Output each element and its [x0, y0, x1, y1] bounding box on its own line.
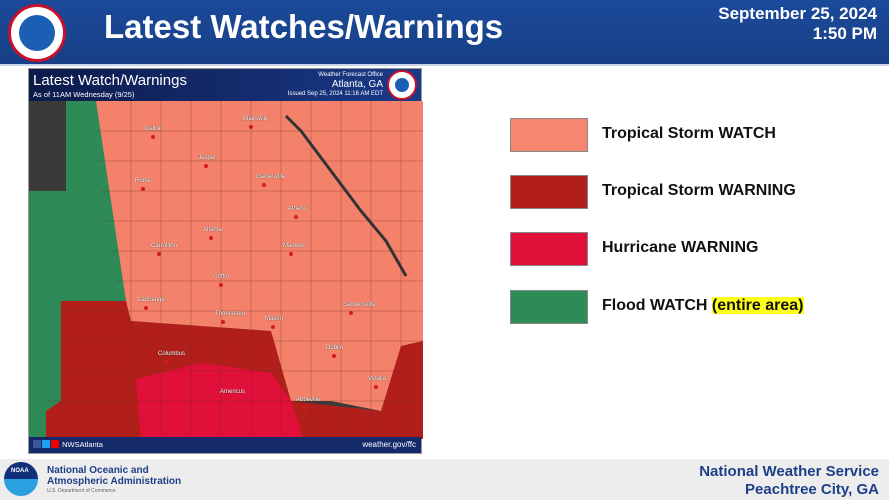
legend-label: Tropical Storm WATCH: [602, 125, 776, 142]
legend-hurricane-warning: Hurricane WARNING: [510, 232, 889, 266]
city-dot: [219, 283, 223, 287]
city-dot: [332, 354, 336, 358]
city-dot: [204, 164, 208, 168]
city-dot: [349, 311, 353, 315]
city-dot: [221, 320, 225, 324]
nws-location: Peachtree City, GA: [745, 481, 879, 498]
city-dot: [164, 360, 168, 364]
legend-ts-warning: Tropical Storm WARNING: [510, 175, 889, 209]
city-dot: [157, 252, 161, 256]
noaa-line1: National Oceanic and: [47, 465, 149, 476]
city-label: Rome: [135, 178, 152, 184]
city-label: Dublin: [326, 345, 344, 351]
map-regions: [29, 101, 423, 439]
page-title: Latest Watches/Warnings: [104, 8, 504, 45]
city-label: Columbus: [158, 351, 186, 357]
city-dot: [151, 135, 155, 139]
flood-watch-region: [29, 101, 126, 439]
website-link[interactable]: weather.gov/ffc: [362, 440, 416, 449]
city-label: Macon: [265, 316, 284, 322]
header-bar: Latest Watches/Warnings September 25, 20…: [0, 0, 889, 66]
legend-label-wrap: Flood WATCH (entire area): [602, 297, 804, 315]
social-links[interactable]: NWSAtlanta: [33, 440, 103, 449]
city-dot: [226, 398, 230, 402]
city-dot: [289, 252, 293, 256]
date: September 25, 2024: [718, 4, 877, 23]
city-label: LaGrange: [138, 297, 165, 303]
city-label: Carrollton: [151, 243, 178, 249]
time: 1:50 PM: [812, 24, 877, 43]
legend-highlight: (entire area): [711, 297, 804, 314]
city-dot: [144, 306, 148, 310]
city-label: Atlanta: [203, 227, 222, 233]
office-info: Weather Forecast Office Atlanta, GA Issu…: [288, 71, 383, 98]
city-dot: [141, 187, 145, 191]
city-label: Vidalia: [368, 376, 386, 382]
map-header: Latest Watch/Warnings As of 11AM Wednesd…: [29, 69, 421, 101]
legend-label: Hurricane WARNING: [602, 239, 759, 256]
city-dot: [294, 215, 298, 219]
city-label: Jasper: [198, 155, 217, 161]
city-dot: [374, 385, 378, 389]
map-as-of: As of 11AM Wednesday (9/25): [33, 90, 135, 99]
city-label: Gainesville: [256, 174, 286, 180]
swatch: [510, 290, 588, 324]
map-footer: NWSAtlanta weather.gov/ffc: [29, 437, 421, 453]
city-label: Madison: [283, 243, 306, 249]
city-dot: [249, 125, 253, 129]
savannah-river: [284, 114, 408, 277]
social-handle: NWSAtlanta: [62, 440, 103, 449]
date-time: September 25, 2024 1:50 PM: [718, 4, 877, 44]
office-label: Weather Forecast Office: [318, 72, 383, 78]
legend-label: Tropical Storm WARNING: [602, 182, 796, 199]
footer: NOAA National Oceanic and Atmospheric Adm…: [0, 459, 889, 500]
city-label: Griffin: [213, 274, 229, 280]
county-lines: [46, 101, 423, 439]
swatch: [510, 232, 588, 266]
noaa-name: National Oceanic and Atmospheric Administ…: [47, 465, 181, 487]
nws-office: National Weather Service Peachtree City, …: [699, 463, 879, 499]
legend-flood-watch: Flood WATCH (entire area): [510, 290, 889, 324]
issued-time: Issued Sep 25, 2024 11:16 AM EDT: [287, 91, 383, 97]
nws-logo-small: [387, 70, 417, 100]
city-label: Thomaston: [215, 311, 246, 317]
noaa-logo-text: NOAA: [11, 468, 29, 474]
nws-logo: [8, 4, 66, 62]
city-dot: [209, 236, 213, 240]
noaa-dept: U.S. Department of Commerce: [47, 488, 116, 494]
swatch: [510, 118, 588, 152]
twitter-icon[interactable]: [42, 440, 50, 448]
city-label: Blairsville: [243, 116, 269, 122]
city-dot: [262, 183, 266, 187]
city-label: Americus: [220, 389, 246, 395]
legend-ts-watch: Tropical Storm WATCH: [510, 118, 889, 152]
city-label: Athens: [288, 206, 307, 212]
city-label: Dalton: [145, 126, 163, 132]
noaa-line2: Atmospheric Administration: [47, 476, 182, 487]
facebook-icon[interactable]: [33, 440, 41, 448]
city-dot: [302, 406, 306, 410]
nws-name: National Weather Service: [699, 463, 879, 480]
legend-label: Flood WATCH: [602, 297, 708, 314]
noaa-logo: NOAA: [4, 462, 38, 496]
map-title: Latest Watch/Warnings: [33, 72, 187, 89]
city-label: Abbeville: [296, 397, 321, 403]
city-label: Sandersville: [343, 302, 376, 308]
swatch: [510, 175, 588, 209]
city-dot: [271, 325, 275, 329]
youtube-icon[interactable]: [51, 440, 59, 448]
warning-map: Latest Watch/Warnings As of 11AM Wednesd…: [28, 68, 423, 454]
office-name: Atlanta, GA: [331, 79, 383, 90]
